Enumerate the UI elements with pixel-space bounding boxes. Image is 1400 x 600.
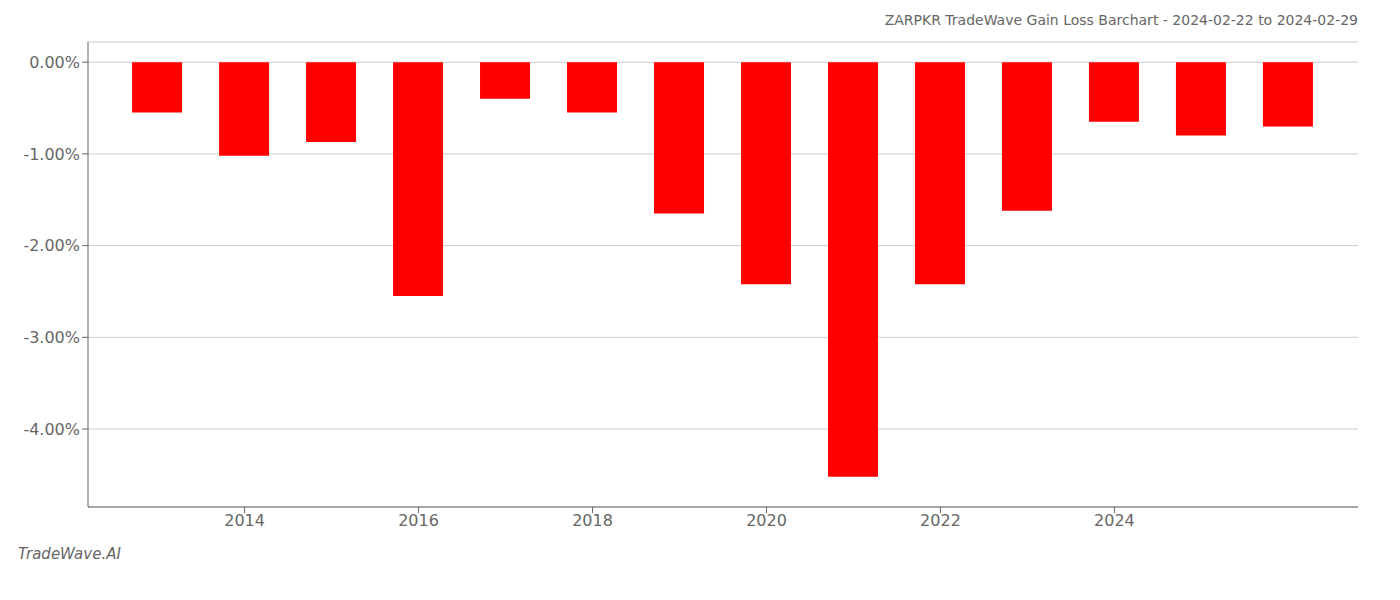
svg-text:2018: 2018	[572, 511, 613, 530]
svg-text:2020: 2020	[746, 511, 787, 530]
svg-text:-4.00%: -4.00%	[23, 420, 80, 439]
svg-text:0.00%: 0.00%	[29, 53, 80, 72]
svg-text:2016: 2016	[398, 511, 439, 530]
svg-text:2024: 2024	[1094, 511, 1135, 530]
svg-text:-3.00%: -3.00%	[23, 328, 80, 347]
svg-text:2022: 2022	[920, 511, 961, 530]
svg-text:2014: 2014	[224, 511, 265, 530]
html-text:ZARPKR TradeWave Gain Loss Bar: ZARPKR TradeWave Gain Loss Barchart - 20…	[884, 12, 1358, 28]
svg-text:-1.00%: -1.00%	[23, 145, 80, 164]
html-text:TradeWave.AI: TradeWave.AI	[18, 545, 121, 563]
svg-text:-2.00%: -2.00%	[23, 236, 80, 255]
